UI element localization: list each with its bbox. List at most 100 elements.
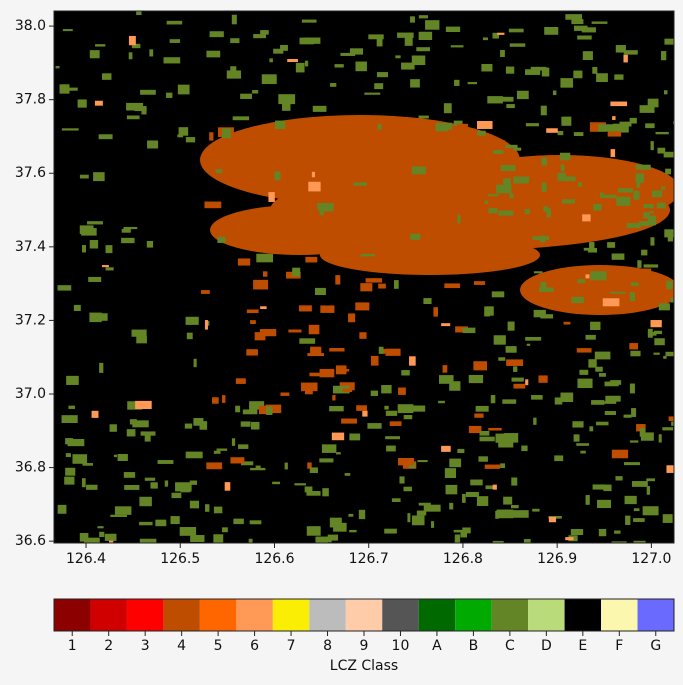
land-cover-patch xyxy=(376,72,389,78)
land-cover-patch xyxy=(213,450,221,454)
land-cover-patch xyxy=(503,178,511,188)
land-cover-patch xyxy=(66,375,79,385)
land-cover-patch xyxy=(540,235,546,243)
land-cover-patch xyxy=(309,372,325,377)
land-cover-patch xyxy=(68,405,75,409)
land-cover-patch xyxy=(418,31,433,40)
land-cover-patch xyxy=(667,234,673,242)
y-tick-label: 37.2 xyxy=(15,312,46,328)
land-cover-patch xyxy=(309,467,318,474)
land-cover-patch xyxy=(397,404,414,414)
land-cover-patch xyxy=(330,200,338,206)
land-cover-patch xyxy=(67,439,85,447)
land-cover-patch xyxy=(507,321,515,331)
land-cover-patch xyxy=(489,140,506,148)
land-cover-patch xyxy=(169,39,181,43)
land-cover-patch xyxy=(410,16,415,23)
land-cover-patch xyxy=(470,479,483,486)
land-cover-patch xyxy=(186,332,193,340)
colorbar-tick-label: 4 xyxy=(177,638,186,654)
land-cover-patch xyxy=(284,462,288,470)
land-cover-patch xyxy=(126,429,136,437)
land-cover-patch xyxy=(411,166,426,175)
land-cover-patch xyxy=(136,11,142,16)
land-cover-patch xyxy=(416,47,431,52)
land-cover-patch xyxy=(590,321,601,330)
land-cover-patch xyxy=(273,141,286,149)
land-cover-patch xyxy=(495,433,507,443)
land-cover-patch xyxy=(639,105,655,113)
land-cover-patch xyxy=(565,14,583,20)
land-cover-patch xyxy=(105,245,113,254)
land-cover-patch xyxy=(213,534,224,543)
land-cover-patch xyxy=(189,500,200,509)
land-cover-patch xyxy=(89,312,102,323)
land-cover-patch xyxy=(280,392,290,396)
land-cover-patch xyxy=(650,141,654,151)
land-cover-patch xyxy=(662,514,673,523)
land-cover-patch xyxy=(450,45,464,48)
colorbar: 1 2 3 4 5 6 7 8 9 10 A B C D E F G xyxy=(53,598,675,654)
land-cover-patch xyxy=(449,502,454,510)
land-cover-patch xyxy=(329,406,344,412)
land-cover-patch xyxy=(641,249,648,256)
land-cover-patch xyxy=(552,90,557,96)
lcz-raster xyxy=(54,11,674,543)
land-cover-patch xyxy=(139,538,157,543)
land-cover-patch xyxy=(479,430,490,436)
land-cover-patch xyxy=(316,536,329,543)
colorbar-tick-label: 6 xyxy=(250,638,259,654)
land-cover-patch xyxy=(341,418,357,424)
land-cover-patch xyxy=(417,460,428,463)
land-cover-patch xyxy=(404,149,411,158)
land-cover-patch xyxy=(540,282,547,291)
land-cover-patch xyxy=(312,194,317,202)
land-cover-patch xyxy=(354,171,372,174)
land-cover-patch xyxy=(511,477,518,486)
land-cover-patch xyxy=(607,242,616,248)
land-cover-patch xyxy=(390,217,406,225)
land-cover-patch xyxy=(319,210,324,216)
y-tick-label: 37.0 xyxy=(15,386,46,402)
land-cover-patch xyxy=(500,49,505,57)
land-cover-patch xyxy=(441,445,451,452)
land-cover-patch xyxy=(453,529,465,533)
land-cover-patch xyxy=(625,515,631,525)
land-cover-patch xyxy=(292,267,301,277)
land-cover-patch xyxy=(104,533,117,541)
urban-patch xyxy=(440,155,674,225)
land-cover-patch xyxy=(508,28,524,33)
land-cover-patch xyxy=(179,527,197,536)
land-cover-patch xyxy=(560,392,574,402)
land-cover-patch xyxy=(385,436,401,440)
land-cover-patch xyxy=(340,52,356,56)
land-cover-patch xyxy=(224,482,231,491)
land-cover-patch xyxy=(391,498,401,502)
land-cover-patch xyxy=(496,184,512,194)
land-cover-patch xyxy=(623,54,628,63)
land-cover-patch xyxy=(603,189,619,195)
land-cover-patch xyxy=(307,208,319,217)
land-cover-patch xyxy=(411,151,418,155)
land-cover-patch xyxy=(475,405,489,412)
land-cover-patch xyxy=(403,415,413,420)
land-cover-patch xyxy=(591,21,608,24)
land-cover-patch xyxy=(240,421,251,427)
land-cover-patch xyxy=(251,421,260,430)
land-cover-patch xyxy=(349,433,361,441)
land-cover-patch xyxy=(64,476,75,485)
land-cover-patch xyxy=(360,283,373,292)
land-cover-patch xyxy=(241,149,254,153)
land-cover-patch xyxy=(533,271,543,274)
colorbar-swatch xyxy=(236,599,273,631)
land-cover-patch xyxy=(294,483,307,486)
land-cover-patch xyxy=(498,210,514,216)
colorbar-tick-label: E xyxy=(578,638,587,654)
land-cover-patch xyxy=(423,298,432,305)
land-cover-patch xyxy=(455,326,468,333)
land-cover-patch xyxy=(150,482,158,489)
land-cover-patch xyxy=(540,105,547,116)
land-cover-patch xyxy=(513,383,526,389)
land-cover-patch xyxy=(252,90,259,94)
